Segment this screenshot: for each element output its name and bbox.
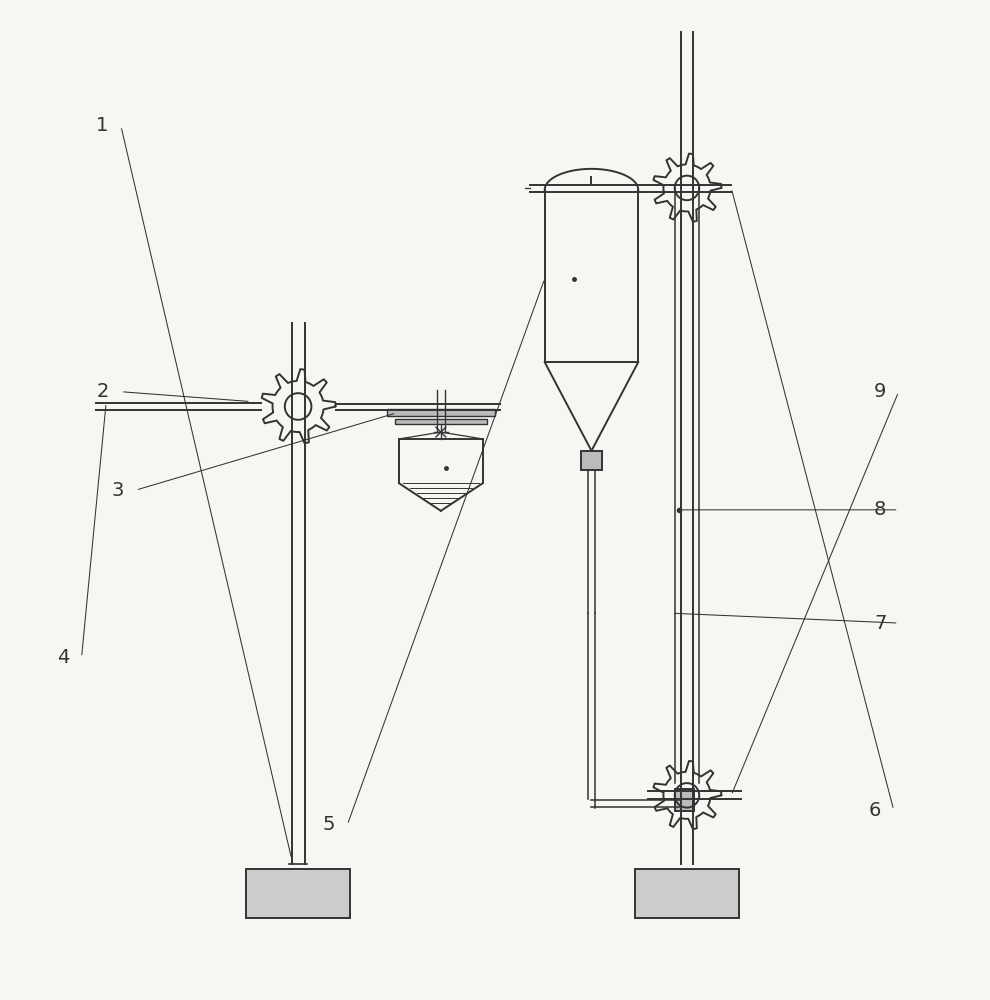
Text: 3: 3 xyxy=(111,481,124,500)
Text: 5: 5 xyxy=(323,815,336,834)
Bar xyxy=(581,451,602,470)
Bar xyxy=(395,419,487,424)
Bar xyxy=(387,409,495,416)
Bar xyxy=(674,789,694,811)
Text: 7: 7 xyxy=(874,614,886,633)
Text: 4: 4 xyxy=(56,648,69,667)
Text: 2: 2 xyxy=(96,382,109,401)
Text: 1: 1 xyxy=(96,116,109,135)
Bar xyxy=(636,869,739,918)
Text: 9: 9 xyxy=(874,382,886,401)
Text: 6: 6 xyxy=(869,801,881,820)
Text: 8: 8 xyxy=(874,500,886,519)
Bar xyxy=(247,869,349,918)
